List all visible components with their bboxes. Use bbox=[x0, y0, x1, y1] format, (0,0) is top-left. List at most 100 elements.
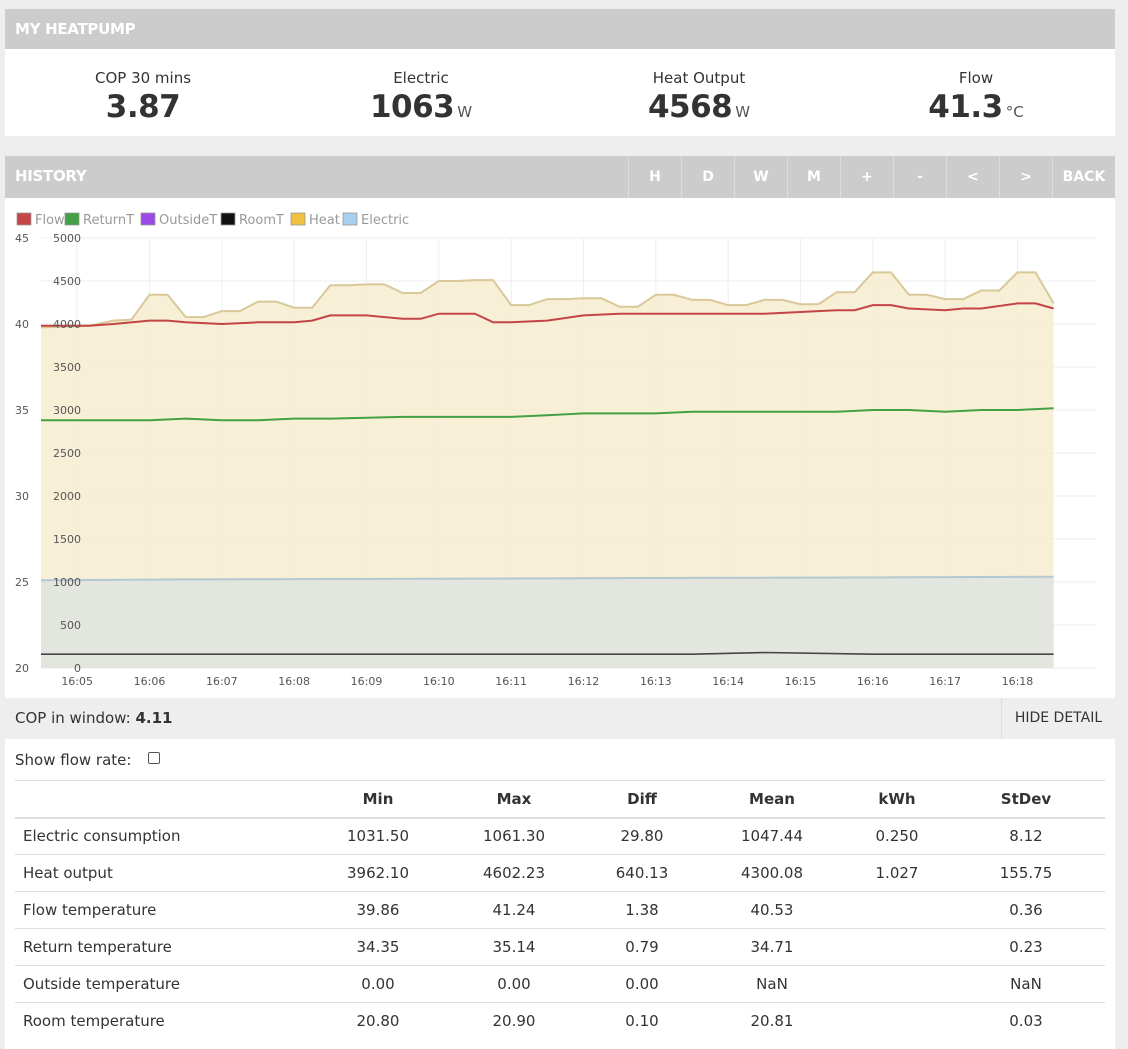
legend-item-electric[interactable]: Electric bbox=[342, 212, 409, 228]
show-flow-rate-label: Show flow rate: bbox=[15, 751, 132, 769]
x-axis-tick: 16:13 bbox=[640, 675, 672, 688]
cop-window: COP in window: 4.11 bbox=[15, 709, 172, 727]
left-axis-tick: 20 bbox=[15, 662, 29, 675]
table-cell: 39.86 bbox=[315, 891, 441, 929]
stat-unit: °C bbox=[1005, 103, 1024, 121]
legend-swatch bbox=[16, 212, 32, 226]
table-row: Return temperature 34.35 35.14 0.79 34.71 0.2… bbox=[15, 928, 1105, 966]
stat-value: 3.87 bbox=[105, 89, 181, 125]
right-axis-tick: 2000 bbox=[53, 490, 81, 503]
left-axis-tick: 45 bbox=[15, 232, 29, 245]
cop-window-value: 4.11 bbox=[135, 709, 173, 727]
legend-label: Heat bbox=[309, 213, 340, 228]
stat-value: 1063 bbox=[369, 89, 455, 125]
electric-area bbox=[41, 576, 1054, 668]
table-cell: 0.23 bbox=[947, 928, 1105, 966]
show-flow-rate-checkbox[interactable] bbox=[148, 752, 160, 764]
column-header: StDev bbox=[947, 780, 1105, 819]
legend-item-returnt[interactable]: ReturnT bbox=[64, 212, 134, 228]
table-cell: 0.00 bbox=[587, 965, 697, 1003]
hide-detail-button[interactable]: HIDE DETAIL bbox=[1001, 698, 1115, 739]
legend-item-outsidet[interactable]: OutsideT bbox=[140, 212, 217, 228]
month-button[interactable]: M bbox=[787, 156, 840, 198]
table-cell: 1031.50 bbox=[315, 817, 441, 855]
flowt-series-line bbox=[41, 302, 1054, 327]
table-cell: 29.80 bbox=[587, 817, 697, 855]
table-cell: NaN bbox=[947, 965, 1105, 1003]
chart-legend: FlowT ReturnT OutsideT RoomT Heat Electric bbox=[16, 212, 409, 228]
left-axis-tick: 40 bbox=[15, 318, 29, 331]
heatpump-header: MY HEATPUMP bbox=[5, 9, 1115, 49]
table-cell: 34.35 bbox=[315, 928, 441, 966]
stat-label: Flow bbox=[958, 69, 994, 87]
left-axis-tick: 35 bbox=[15, 404, 29, 417]
legend-label: RoomT bbox=[239, 213, 284, 228]
stats-table: Min Max Diff Mean kWh StDev Electric con… bbox=[15, 780, 1105, 1040]
zoom-out-button[interactable]: - bbox=[893, 156, 946, 198]
table-cell: 20.90 bbox=[441, 1002, 587, 1040]
hour-button[interactable]: H bbox=[628, 156, 681, 198]
table-cell: 1.38 bbox=[587, 891, 697, 929]
stat-label: Electric bbox=[393, 69, 449, 87]
legend-item-roomt[interactable]: RoomT bbox=[220, 212, 284, 228]
table-cell: 640.13 bbox=[587, 854, 697, 892]
chart-series bbox=[40, 271, 1055, 668]
day-button[interactable]: D bbox=[681, 156, 734, 198]
legend-swatch bbox=[220, 212, 236, 226]
table-cell bbox=[847, 928, 947, 966]
stat-unit: W bbox=[457, 103, 473, 121]
table-cell bbox=[847, 891, 947, 929]
table-header-row: Min Max Diff Mean kWh StDev bbox=[15, 780, 1105, 819]
right-axis-tick: 3000 bbox=[53, 404, 81, 417]
legend-item-heat[interactable]: Heat bbox=[290, 212, 340, 228]
roomt-series-line bbox=[41, 651, 1054, 655]
cop-window-bar: COP in window: 4.11 HIDE DETAIL bbox=[5, 698, 1115, 739]
stat-label: Heat Output bbox=[652, 69, 746, 87]
table-cell: 0.10 bbox=[587, 1002, 697, 1040]
heat-area bbox=[41, 272, 1054, 668]
legend-item-flowt[interactable]: FlowT bbox=[16, 212, 73, 228]
x-axis-tick: 16:10 bbox=[423, 675, 455, 688]
row-label: Return temperature bbox=[15, 928, 315, 966]
stat-unit: W bbox=[735, 103, 751, 121]
table-row: Flow temperature 39.86 41.24 1.38 40.53 0.36 bbox=[15, 891, 1105, 929]
x-axis-tick: 16:17 bbox=[929, 675, 961, 688]
stat-flow: Flow 41.3 °C bbox=[846, 69, 1106, 125]
row-label: Flow temperature bbox=[15, 891, 315, 929]
legend-swatch bbox=[342, 212, 358, 226]
table-cell: 20.80 bbox=[315, 1002, 441, 1040]
cop-window-label: COP in window: bbox=[15, 709, 136, 727]
history-chart[interactable]: FlowT ReturnT OutsideT RoomT Heat Electric 45… bbox=[5, 198, 1115, 698]
table-cell: 34.71 bbox=[697, 928, 847, 966]
table-cell: NaN bbox=[697, 965, 847, 1003]
row-label: Outside temperature bbox=[15, 965, 315, 1003]
table-cell: 0.250 bbox=[847, 817, 947, 855]
pan-left-button[interactable]: < bbox=[946, 156, 999, 198]
legend-swatch bbox=[290, 212, 306, 226]
table-cell: 0.03 bbox=[947, 1002, 1105, 1040]
back-button[interactable]: BACK bbox=[1052, 156, 1115, 198]
table-cell: 0.36 bbox=[947, 891, 1105, 929]
table-cell: 155.75 bbox=[947, 854, 1105, 892]
week-button[interactable]: W bbox=[734, 156, 787, 198]
right-axis-tick: 1500 bbox=[53, 533, 81, 546]
row-label: Room temperature bbox=[15, 1002, 315, 1040]
table-cell: 8.12 bbox=[947, 817, 1105, 855]
table-cell bbox=[847, 1002, 947, 1040]
left-axis-tick: 30 bbox=[15, 490, 29, 503]
stat-heat-output: Heat Output 4568 W bbox=[569, 69, 829, 125]
table-cell: 0.79 bbox=[587, 928, 697, 966]
stat-cop: COP 30 mins 3.87 bbox=[13, 69, 273, 125]
table-cell: 41.24 bbox=[441, 891, 587, 929]
legend-swatch bbox=[140, 212, 156, 226]
pan-right-button[interactable]: > bbox=[999, 156, 1052, 198]
table-row: Outside temperature 0.00 0.00 0.00 NaN NaN bbox=[15, 965, 1105, 1003]
zoom-in-button[interactable]: + bbox=[840, 156, 893, 198]
x-axis-tick: 16:14 bbox=[712, 675, 744, 688]
right-axis-tick: 2500 bbox=[53, 447, 81, 460]
x-axis-tick: 16:18 bbox=[1002, 675, 1034, 688]
x-axis-tick: 16:15 bbox=[785, 675, 817, 688]
left-axis-tick: 25 bbox=[15, 576, 29, 589]
right-axis-tick: 3500 bbox=[53, 361, 81, 374]
chart-ticks: 4540353025205000450040003500300025002000… bbox=[15, 232, 1033, 688]
